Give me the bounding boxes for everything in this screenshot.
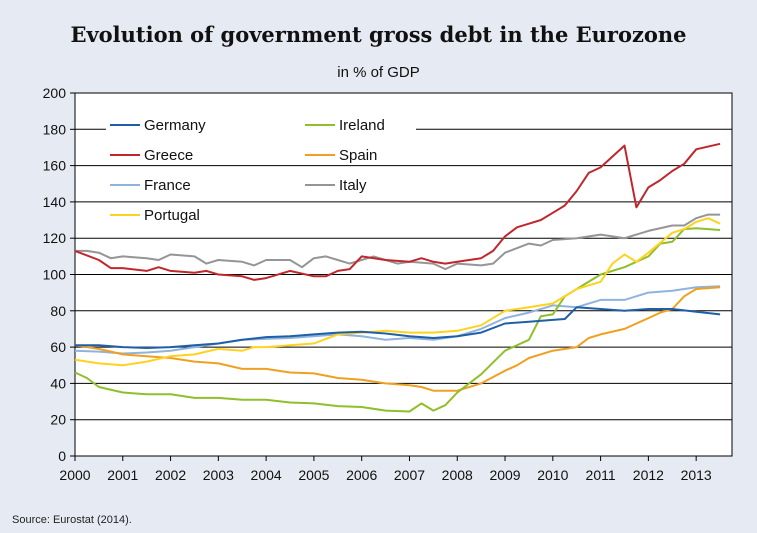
legend-row-bg bbox=[106, 205, 216, 225]
chart-subtitle: in % of GDP bbox=[337, 64, 420, 81]
x-tick-label-2010: 2010 bbox=[537, 467, 568, 483]
legend-label-ireland: Ireland bbox=[339, 117, 385, 134]
series-line-france bbox=[74, 285, 721, 355]
y-tick-label-200: 200 bbox=[43, 85, 67, 101]
legend-label-germany: Germany bbox=[144, 117, 206, 134]
x-tick-label-2004: 2004 bbox=[251, 467, 282, 483]
y-tick-label-100: 100 bbox=[43, 267, 67, 283]
x-tick-label-2001: 2001 bbox=[107, 467, 138, 483]
x-tick-label-2002: 2002 bbox=[155, 467, 186, 483]
chart-title: Evolution of government gross debt in th… bbox=[70, 22, 687, 47]
series-line-spain bbox=[74, 286, 721, 392]
x-tick-label-2006: 2006 bbox=[346, 467, 377, 483]
source-note: Source: Eurostat (2014). bbox=[12, 514, 132, 526]
series-line-greece bbox=[74, 142, 721, 281]
legend-label-portugal: Portugal bbox=[144, 207, 200, 224]
legend-label-spain: Spain bbox=[339, 147, 377, 164]
x-tick-label-2005: 2005 bbox=[298, 467, 329, 483]
x-tick-label-2011: 2011 bbox=[586, 467, 616, 483]
x-tick-label-2000: 2000 bbox=[59, 467, 90, 483]
x-tick-label-2003: 2003 bbox=[203, 467, 234, 483]
x-tick-label-2007: 2007 bbox=[394, 467, 425, 483]
legend-label-greece: Greece bbox=[144, 147, 193, 164]
y-tick-label-160: 160 bbox=[43, 158, 67, 174]
y-tick-label-40: 40 bbox=[50, 375, 66, 391]
x-tick-label-2012: 2012 bbox=[633, 467, 664, 483]
legend-row-bg bbox=[106, 145, 416, 165]
legend-label-italy: Italy bbox=[339, 177, 367, 194]
x-tick-label-2009: 2009 bbox=[489, 467, 520, 483]
y-tick-label-20: 20 bbox=[50, 412, 66, 428]
legend-row-bg bbox=[106, 175, 416, 195]
y-tick-label-0: 0 bbox=[58, 448, 66, 464]
y-tick-label-60: 60 bbox=[50, 339, 66, 355]
legend-label-france: France bbox=[144, 177, 191, 194]
series-line-germany bbox=[75, 306, 721, 349]
y-tick-label-180: 180 bbox=[43, 121, 67, 137]
legend-row-bg bbox=[106, 115, 416, 135]
y-tick-label-140: 140 bbox=[43, 194, 67, 210]
x-tick-label-2008: 2008 bbox=[442, 467, 473, 483]
y-tick-label-80: 80 bbox=[50, 303, 66, 319]
series-line-ireland bbox=[74, 227, 721, 413]
x-tick-label-2013: 2013 bbox=[681, 467, 712, 483]
series-line-portugal bbox=[74, 217, 721, 367]
y-tick-label-120: 120 bbox=[43, 230, 67, 246]
